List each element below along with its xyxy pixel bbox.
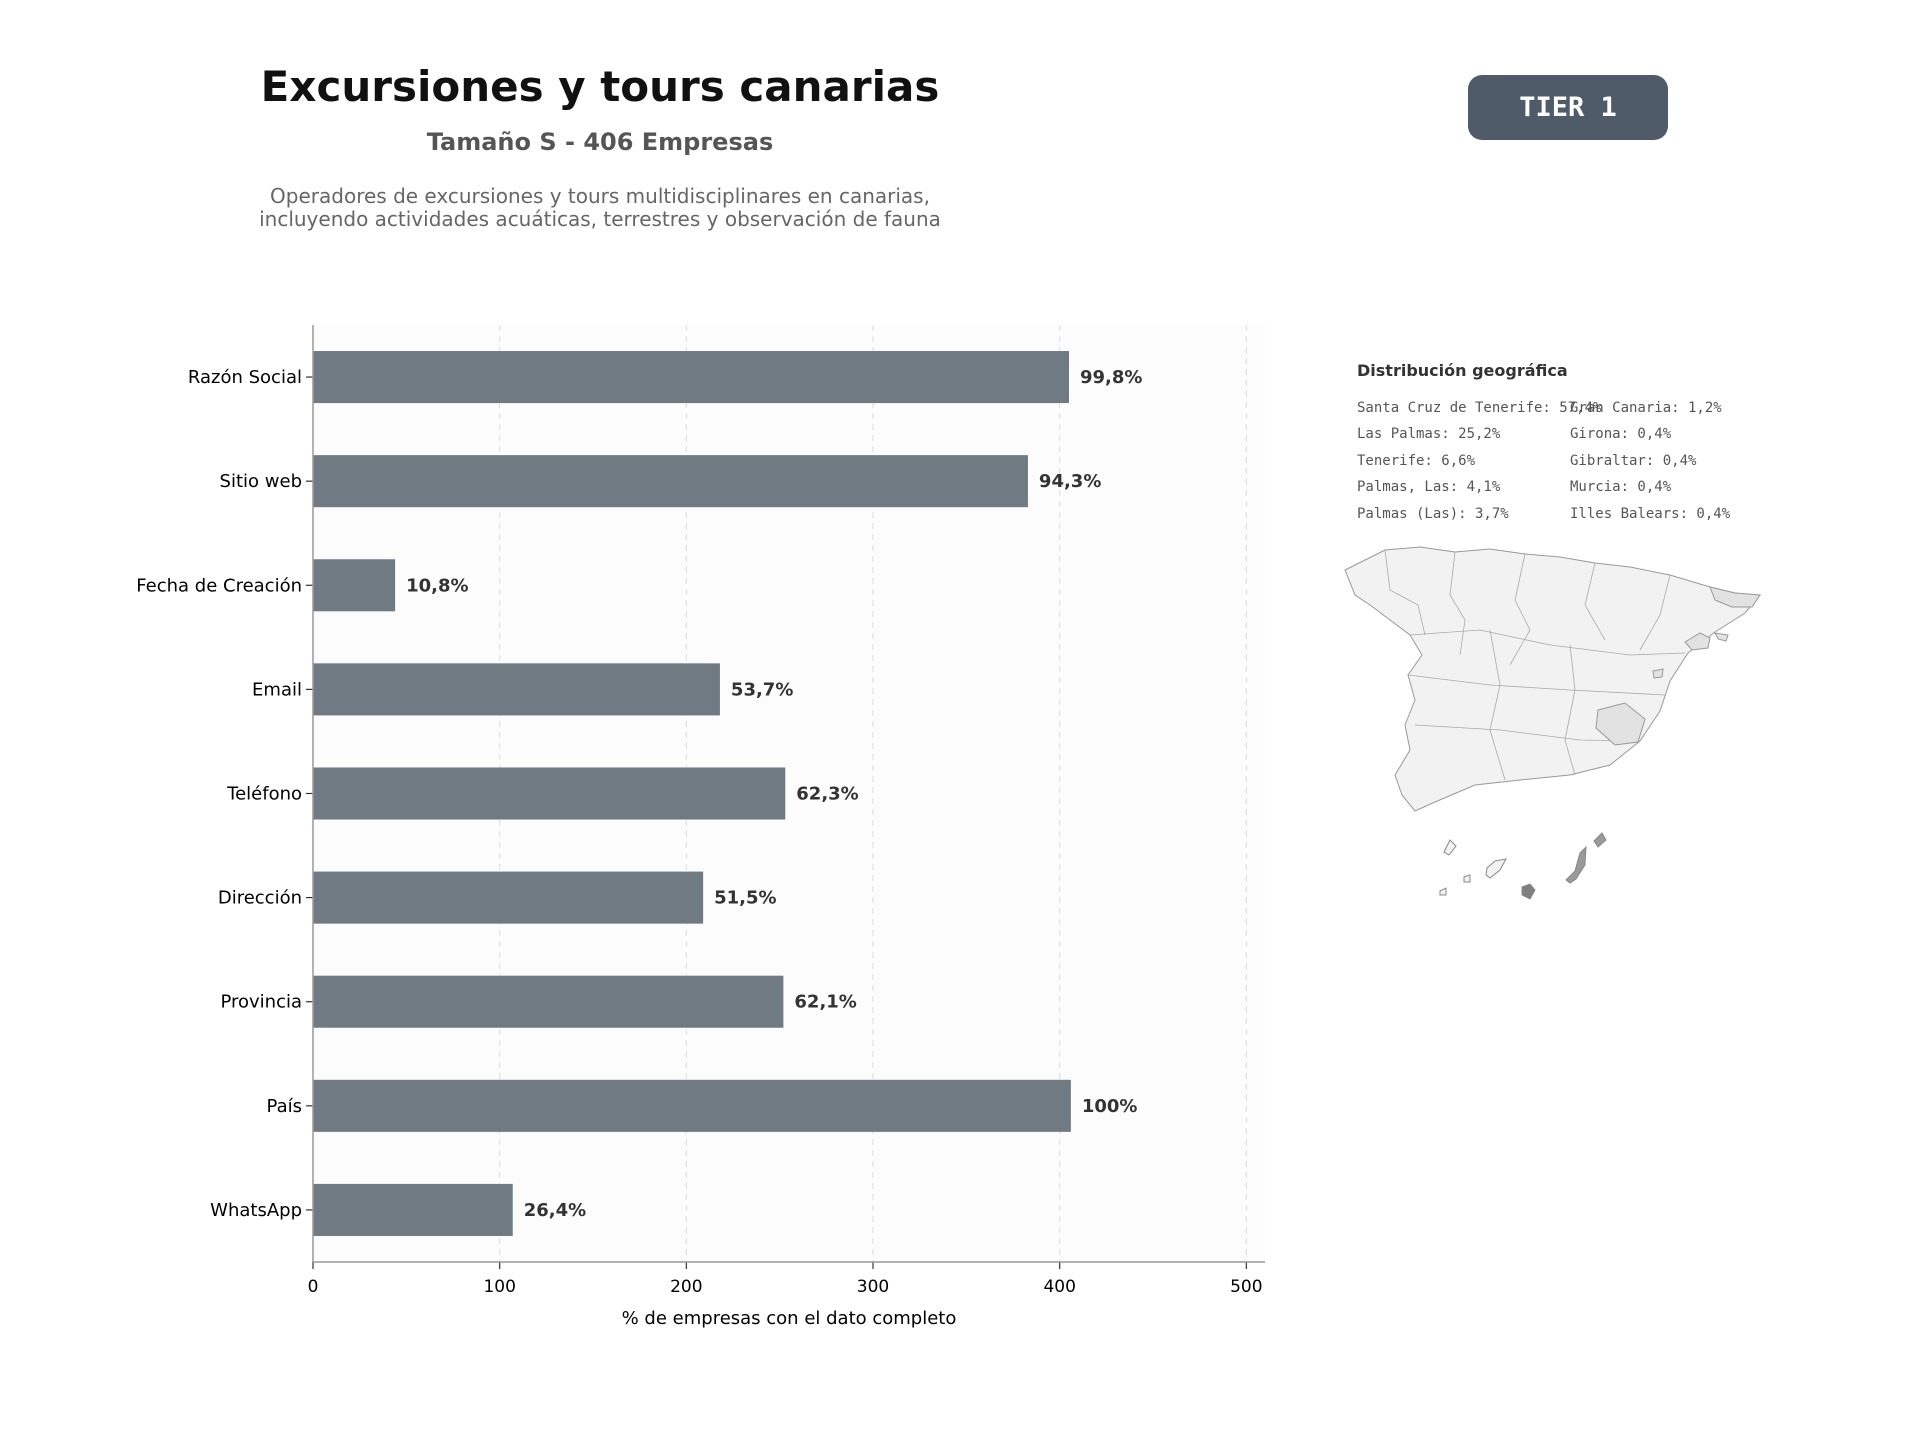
- geo-item-col2-2: Gibraltar: 0,4%: [1570, 452, 1697, 469]
- geo-item-col2-0: Gran Canaria: 1,2%: [1570, 400, 1722, 416]
- geo-item-col1-0: Santa Cruz de Tenerife: 57,4%: [1357, 400, 1602, 416]
- value-label-8: 26,4%: [524, 1200, 586, 1221]
- bar-4: [313, 767, 786, 820]
- bar-0: [313, 351, 1069, 404]
- description-line-1: Operadores de excursiones y tours multid…: [270, 184, 930, 208]
- geo-item-col2-4: Illes Balears: 0,4%: [1570, 505, 1731, 522]
- x-tick-label-2: 200: [670, 1277, 702, 1297]
- value-label-6: 62,1%: [794, 992, 856, 1013]
- category-label-8: WhatsApp: [210, 1200, 302, 1221]
- x-tick-label-0: 0: [308, 1277, 319, 1297]
- bar-6: [313, 975, 784, 1028]
- page-subtitle: Tamaño S - 406 Empresas: [426, 128, 774, 156]
- value-label-0: 99,8%: [1080, 367, 1142, 388]
- geo-list-column-2: Gran Canaria: 1,2% Girona: 0,4% Gibraltar:…: [1570, 398, 1730, 530]
- category-label-3: Email: [252, 679, 302, 700]
- value-label-4: 62,3%: [796, 784, 858, 805]
- geo-list-column-1: Santa Cruz de Tenerife: 57,4% Las Palmas:…: [1357, 398, 1601, 530]
- geo-item-col1-3: Palmas, Las: 4,1%: [1357, 479, 1501, 496]
- x-tick-label-3: 300: [857, 1277, 889, 1297]
- murcia-region: [1595, 702, 1646, 746]
- page-description: Operadores de excursiones y tours multid…: [250, 185, 950, 231]
- category-label-0: Razón Social: [188, 367, 302, 388]
- peninsula-shape: [1344, 546, 1762, 812]
- geo-item-col1-1: Las Palmas: 25,2%: [1357, 426, 1501, 443]
- spain-map: [1344, 546, 1762, 900]
- bar-3: [313, 663, 720, 716]
- geo-item-col2-3: Murcia: 0,4%: [1570, 479, 1672, 496]
- x-tick-label-5: 500: [1230, 1277, 1262, 1297]
- value-label-2: 10,8%: [406, 575, 468, 596]
- bar-7: [313, 1079, 1071, 1132]
- category-label-4: Teléfono: [226, 784, 302, 805]
- value-label-1: 94,3%: [1039, 471, 1101, 492]
- value-label-5: 51,5%: [714, 888, 776, 909]
- bar-2: [313, 559, 396, 612]
- geo-item-col2-1: Girona: 0,4%: [1570, 426, 1672, 443]
- category-label-1: Sitio web: [220, 471, 302, 492]
- geo-distribution-title: Distribución geográfica: [1357, 361, 1568, 380]
- category-label-7: País: [267, 1096, 302, 1117]
- x-tick-label-4: 400: [1043, 1277, 1075, 1297]
- category-label-5: Dirección: [218, 888, 302, 909]
- x-axis-label: % de empresas con el dato completo: [622, 1308, 957, 1329]
- description-line-2: incluyendo actividades acuáticas, terres…: [259, 207, 941, 231]
- canary-islands: [1439, 832, 1607, 900]
- category-label-6: Provincia: [220, 992, 302, 1013]
- bar-1: [313, 455, 1028, 508]
- tier-badge: TIER 1: [1468, 75, 1668, 140]
- x-tick-label-1: 100: [483, 1277, 515, 1297]
- category-label-2: Fecha de Creación: [136, 575, 302, 596]
- bar-8: [313, 1183, 513, 1236]
- girona-region: [1709, 586, 1761, 608]
- geo-item-col1-4: Palmas (Las): 3,7%: [1357, 505, 1509, 522]
- value-label-7: 100%: [1082, 1096, 1138, 1117]
- geo-item-col1-2: Tenerife: 6,6%: [1357, 452, 1476, 469]
- page-title: Excursiones y tours canarias: [260, 62, 940, 111]
- balearic-islands: [1652, 632, 1729, 679]
- bar-5: [313, 871, 704, 924]
- value-label-3: 53,7%: [731, 679, 793, 700]
